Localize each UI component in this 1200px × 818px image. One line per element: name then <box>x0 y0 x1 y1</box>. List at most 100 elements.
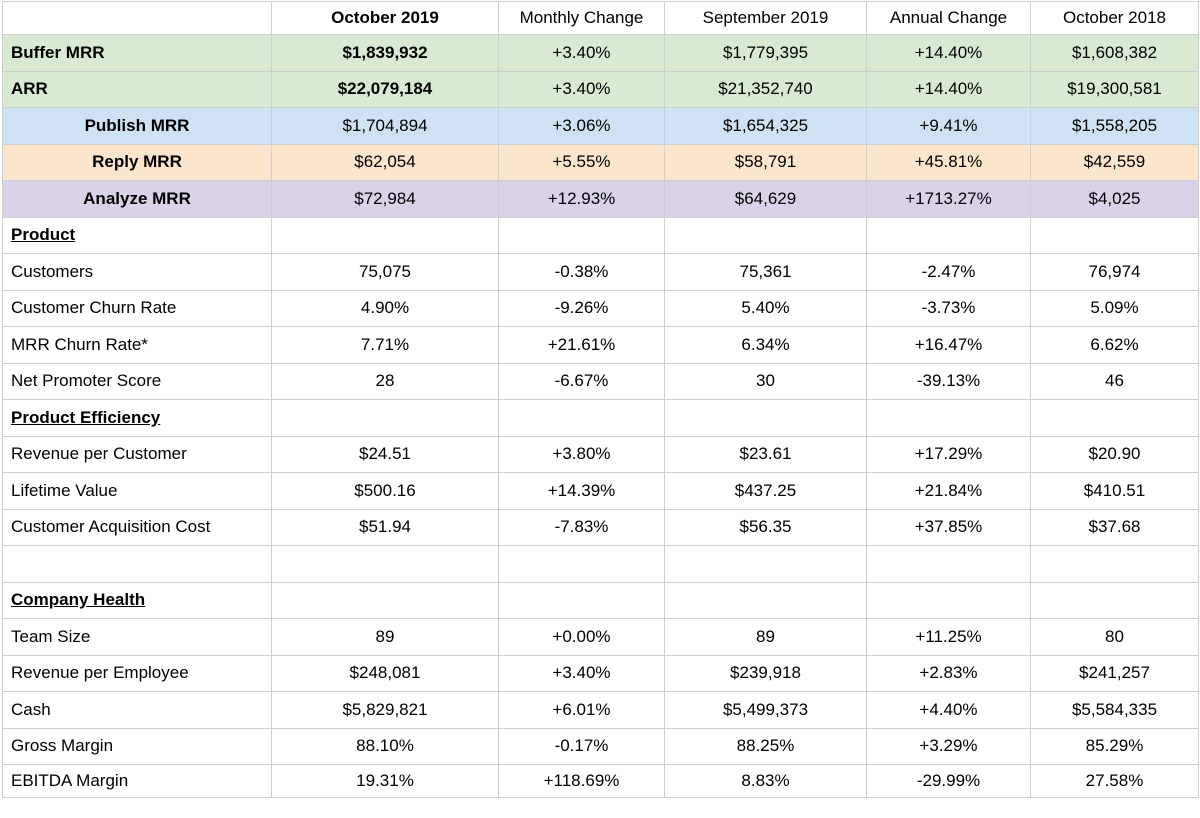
cell-oct-2018[interactable]: $5,584,335 <box>1030 691 1199 729</box>
header-monthly-change[interactable]: Monthly Change <box>498 1 665 35</box>
row-label[interactable]: Reply MRR <box>2 143 272 181</box>
empty-cell[interactable] <box>866 399 1031 437</box>
cell-annual-change[interactable]: +45.81% <box>866 143 1031 181</box>
cell-oct-2019[interactable]: 19.31% <box>271 764 499 798</box>
cell-oct-2018[interactable]: 80 <box>1030 618 1199 656</box>
cell-monthly-change[interactable]: +118.69% <box>498 764 665 798</box>
cell-annual-change[interactable]: +1713.27% <box>866 180 1031 218</box>
header-annual-change[interactable]: Annual Change <box>866 1 1031 35</box>
cell-monthly-change[interactable]: +3.40% <box>498 70 665 108</box>
empty-cell[interactable] <box>1030 399 1199 437</box>
header-september-2019[interactable]: September 2019 <box>664 1 867 35</box>
cell-sep-2019[interactable]: $239,918 <box>664 654 867 692</box>
row-label[interactable]: Revenue per Employee <box>2 654 272 692</box>
empty-cell[interactable] <box>498 545 665 583</box>
section-title[interactable]: Company Health <box>2 581 272 619</box>
cell-oct-2019[interactable]: $1,704,894 <box>271 107 499 145</box>
cell-oct-2018[interactable]: 27.58% <box>1030 764 1199 798</box>
cell-sep-2019[interactable]: $58,791 <box>664 143 867 181</box>
cell-annual-change[interactable]: +37.85% <box>866 508 1031 546</box>
section-title[interactable]: Product Efficiency <box>2 399 272 437</box>
row-label[interactable]: Lifetime Value <box>2 472 272 510</box>
cell-annual-change[interactable]: +14.40% <box>866 34 1031 72</box>
cell-sep-2019[interactable]: $21,352,740 <box>664 70 867 108</box>
cell-oct-2019[interactable]: $500.16 <box>271 472 499 510</box>
empty-cell[interactable] <box>866 216 1031 254</box>
cell-oct-2018[interactable]: $20.90 <box>1030 435 1199 473</box>
cell-monthly-change[interactable]: -0.17% <box>498 727 665 765</box>
row-label[interactable]: Customers <box>2 253 272 291</box>
cell-sep-2019[interactable]: 88.25% <box>664 727 867 765</box>
cell-monthly-change[interactable]: +12.93% <box>498 180 665 218</box>
cell-sep-2019[interactable]: 75,361 <box>664 253 867 291</box>
header-october-2018[interactable]: October 2018 <box>1030 1 1199 35</box>
cell-oct-2019[interactable]: $5,829,821 <box>271 691 499 729</box>
empty-cell[interactable] <box>271 545 499 583</box>
row-label[interactable]: Publish MRR <box>2 107 272 145</box>
row-label[interactable]: ARR <box>2 70 272 108</box>
cell-sep-2019[interactable]: 89 <box>664 618 867 656</box>
cell-oct-2019[interactable]: 4.90% <box>271 289 499 327</box>
empty-cell[interactable] <box>664 581 867 619</box>
empty-cell[interactable] <box>664 545 867 583</box>
empty-cell[interactable] <box>2 545 272 583</box>
cell-annual-change[interactable]: +14.40% <box>866 70 1031 108</box>
cell-oct-2018[interactable]: $19,300,581 <box>1030 70 1199 108</box>
empty-cell[interactable] <box>866 545 1031 583</box>
empty-cell[interactable] <box>1030 545 1199 583</box>
cell-oct-2019[interactable]: 75,075 <box>271 253 499 291</box>
cell-oct-2018[interactable]: 6.62% <box>1030 326 1199 364</box>
section-title[interactable]: Product <box>2 216 272 254</box>
cell-sep-2019[interactable]: $1,654,325 <box>664 107 867 145</box>
cell-oct-2019[interactable]: $51.94 <box>271 508 499 546</box>
header-blank-cell[interactable] <box>2 1 272 35</box>
cell-annual-change[interactable]: +17.29% <box>866 435 1031 473</box>
empty-cell[interactable] <box>271 581 499 619</box>
cell-oct-2019[interactable]: 28 <box>271 362 499 400</box>
cell-annual-change[interactable]: -29.99% <box>866 764 1031 798</box>
cell-monthly-change[interactable]: +3.80% <box>498 435 665 473</box>
cell-oct-2019[interactable]: 88.10% <box>271 727 499 765</box>
cell-annual-change[interactable]: +11.25% <box>866 618 1031 656</box>
cell-sep-2019[interactable]: $56.35 <box>664 508 867 546</box>
cell-oct-2018[interactable]: 46 <box>1030 362 1199 400</box>
cell-monthly-change[interactable]: -6.67% <box>498 362 665 400</box>
cell-oct-2018[interactable]: $1,608,382 <box>1030 34 1199 72</box>
cell-sep-2019[interactable]: $5,499,373 <box>664 691 867 729</box>
row-label[interactable]: EBITDA Margin <box>2 764 272 798</box>
cell-oct-2018[interactable]: 76,974 <box>1030 253 1199 291</box>
row-label[interactable]: Analyze MRR <box>2 180 272 218</box>
cell-oct-2019[interactable]: 89 <box>271 618 499 656</box>
empty-cell[interactable] <box>866 581 1031 619</box>
cell-monthly-change[interactable]: +21.61% <box>498 326 665 364</box>
empty-cell[interactable] <box>498 581 665 619</box>
cell-sep-2019[interactable]: 8.83% <box>664 764 867 798</box>
cell-oct-2019[interactable]: 7.71% <box>271 326 499 364</box>
cell-oct-2019[interactable]: $248,081 <box>271 654 499 692</box>
cell-monthly-change[interactable]: +3.06% <box>498 107 665 145</box>
cell-oct-2018[interactable]: $4,025 <box>1030 180 1199 218</box>
cell-annual-change[interactable]: -39.13% <box>866 362 1031 400</box>
cell-monthly-change[interactable]: +3.40% <box>498 34 665 72</box>
cell-annual-change[interactable]: +9.41% <box>866 107 1031 145</box>
cell-oct-2018[interactable]: 85.29% <box>1030 727 1199 765</box>
cell-annual-change[interactable]: +2.83% <box>866 654 1031 692</box>
row-label[interactable]: Net Promoter Score <box>2 362 272 400</box>
cell-annual-change[interactable]: -2.47% <box>866 253 1031 291</box>
row-label[interactable]: Gross Margin <box>2 727 272 765</box>
cell-sep-2019[interactable]: 30 <box>664 362 867 400</box>
empty-cell[interactable] <box>271 399 499 437</box>
cell-oct-2018[interactable]: $410.51 <box>1030 472 1199 510</box>
cell-monthly-change[interactable]: -0.38% <box>498 253 665 291</box>
row-label[interactable]: Customer Churn Rate <box>2 289 272 327</box>
empty-cell[interactable] <box>498 399 665 437</box>
empty-cell[interactable] <box>664 216 867 254</box>
cell-monthly-change[interactable]: -7.83% <box>498 508 665 546</box>
cell-monthly-change[interactable]: +6.01% <box>498 691 665 729</box>
header-october-2019[interactable]: October 2019 <box>271 1 499 35</box>
empty-cell[interactable] <box>271 216 499 254</box>
cell-oct-2018[interactable]: $37.68 <box>1030 508 1199 546</box>
empty-cell[interactable] <box>664 399 867 437</box>
cell-oct-2019[interactable]: $72,984 <box>271 180 499 218</box>
cell-monthly-change[interactable]: +3.40% <box>498 654 665 692</box>
